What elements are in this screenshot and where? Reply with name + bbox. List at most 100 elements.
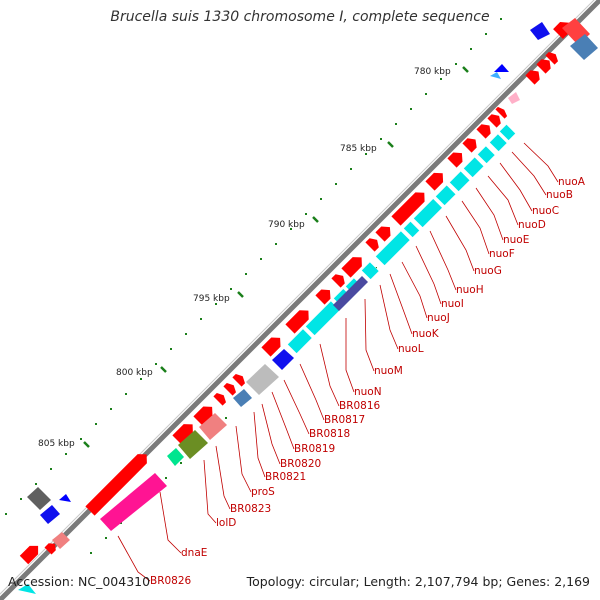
minor-tick (395, 123, 397, 125)
gene-label-nuoK[interactable]: nuoK (412, 328, 440, 340)
misc-features (18, 18, 598, 594)
gene-feature[interactable] (27, 487, 51, 510)
forward-strand-genes (19, 22, 570, 565)
gene-feature[interactable] (494, 64, 509, 72)
forward-gene-arrow (172, 424, 193, 445)
minor-tick (95, 423, 97, 425)
gene-feature[interactable] (490, 72, 501, 79)
gene-label-dnaE[interactable]: dnaE (181, 547, 207, 559)
minor-tick (5, 513, 7, 515)
leader-line (379, 284, 399, 350)
leader-line (364, 298, 375, 372)
gene-label-BR0823[interactable]: BR0823 (230, 503, 271, 515)
gene-label-BR0820[interactable]: BR0820 (280, 458, 321, 470)
minor-tick (140, 378, 142, 380)
gene-label-BR0826[interactable]: BR0826 (150, 575, 192, 587)
gene-label-BR0817[interactable]: BR0817 (324, 414, 365, 426)
gene-label-nuoB[interactable]: nuoB (546, 189, 573, 201)
forward-gene-arrow (487, 114, 501, 128)
major-tick (462, 66, 469, 73)
gene-feature[interactable] (100, 473, 167, 531)
minor-tick (230, 288, 232, 290)
gene-feature[interactable] (40, 505, 60, 524)
gene-label-BR0818[interactable]: BR0818 (309, 428, 350, 440)
gene-label-nuoJ[interactable]: nuoJ (427, 312, 450, 324)
major-tick (237, 291, 244, 298)
leader-line (345, 318, 355, 393)
minor-tick (440, 78, 442, 80)
gene-label-nuoN[interactable]: nuoN (354, 386, 382, 398)
gene-label-lolD[interactable]: lolD (216, 517, 236, 529)
gene-feature[interactable] (530, 22, 550, 40)
minor-tick (500, 18, 502, 20)
gene-label-BR0816[interactable]: BR0816 (339, 400, 381, 412)
forward-gene-arrow (525, 70, 540, 85)
forward-gene-arrow (365, 238, 379, 252)
minor-tick (425, 93, 427, 95)
gene-label-nuoA[interactable]: nuoA (558, 176, 586, 188)
leader-line (475, 187, 504, 241)
gene-label-nuoF[interactable]: nuoF (489, 248, 515, 260)
tick-label-800: 800 kbp (116, 368, 153, 378)
gene-label-proS[interactable]: proS (251, 486, 275, 498)
gene-label-nuoG[interactable]: nuoG (474, 265, 502, 277)
minor-tick (290, 228, 292, 230)
gene-feature[interactable] (199, 413, 227, 440)
gene-label-nuoM[interactable]: nuoM (374, 365, 403, 377)
tick-label-790: 790 kbp (268, 220, 305, 230)
minor-tick (35, 483, 37, 485)
minor-tick (20, 498, 22, 500)
leader-line (487, 175, 519, 226)
forward-gene-arrow (315, 289, 331, 305)
gene-feature[interactable] (178, 430, 208, 459)
forward-gene-arrow (447, 152, 463, 168)
leader-line (429, 230, 457, 291)
gene-feature[interactable] (508, 92, 520, 104)
gene-feature[interactable] (246, 364, 279, 395)
gene-feature[interactable] (570, 34, 598, 60)
gene-feature[interactable] (272, 349, 294, 370)
gene-label-nuoL[interactable]: nuoL (398, 343, 424, 355)
gene-feature[interactable] (233, 389, 252, 407)
gene-feature[interactable] (59, 494, 71, 502)
leader-line (461, 200, 490, 255)
gene-label-BR0819[interactable]: BR0819 (294, 443, 335, 455)
minor-tick (125, 393, 127, 395)
minor-tick (80, 438, 82, 440)
gene-label-BR0821[interactable]: BR0821 (265, 471, 306, 483)
major-tick (83, 441, 90, 448)
leader-line (271, 391, 295, 450)
gene-label-nuoC[interactable]: nuoC (532, 205, 559, 217)
reverse-gene (402, 220, 421, 239)
forward-gene-arrow (232, 374, 245, 387)
leader-line (319, 343, 340, 407)
inner-tick (105, 537, 107, 539)
gene-label-nuoD[interactable]: nuoD (518, 219, 546, 231)
gene-label-nuoI[interactable]: nuoI (441, 298, 464, 310)
forward-gene-arrow (85, 454, 147, 516)
reverse-gene (434, 184, 457, 207)
gene-feature[interactable] (52, 532, 70, 549)
leader-line (283, 379, 310, 435)
gene-label-nuoE[interactable]: nuoE (503, 234, 529, 246)
leader-line (415, 245, 442, 305)
reverse-gene (448, 170, 471, 193)
leader-line (445, 215, 475, 272)
major-ticks (83, 66, 469, 448)
leader-line (523, 142, 559, 183)
gene-label-nuoH[interactable]: nuoH (456, 284, 484, 296)
reverse-gene (498, 123, 517, 142)
minor-tick (185, 333, 187, 335)
gene-labels: nuoA nuoB nuoC nuoD nuoE nuoF nuoG nuoH … (150, 176, 586, 587)
tick-label-785: 785 kbp (340, 144, 377, 154)
inner-tick (90, 552, 92, 554)
inner-tick (165, 477, 167, 479)
major-tick (160, 366, 167, 373)
gene-feature[interactable] (333, 276, 368, 311)
gene-feature[interactable] (167, 448, 184, 466)
gene-feature[interactable] (18, 584, 36, 594)
forward-gene-arrow (19, 545, 39, 565)
minor-tick (485, 33, 487, 35)
